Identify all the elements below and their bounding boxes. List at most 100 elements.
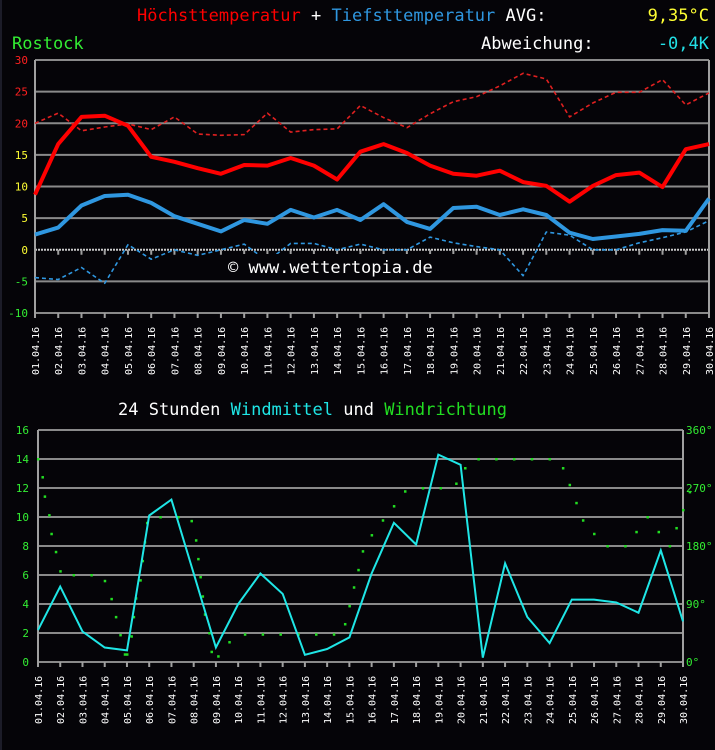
direction-dot [103, 579, 107, 583]
title-high-temperature: Höchsttemperatur [137, 6, 301, 26]
x-tick-label: 22.04.16 [501, 676, 512, 724]
deviation-label: Abweichung: [481, 34, 594, 54]
x-tick-label: 24.04.16 [566, 327, 577, 375]
direction-dot [624, 545, 627, 548]
direction-dot [464, 467, 467, 470]
direction-dot [228, 641, 231, 644]
title-low-temperature: Tiefsttemperatur [331, 6, 496, 26]
direction-dot [606, 545, 609, 548]
x-tick-label: 03.04.16 [78, 676, 89, 724]
x-tick-label: 23.04.16 [542, 327, 553, 375]
direction-dot [548, 458, 552, 461]
x-tick-label: 19.04.16 [434, 676, 445, 724]
direction-dot [199, 575, 202, 579]
series-h-chsttemperatur [33, 113, 710, 204]
y-tick-label: 6 [22, 569, 29, 582]
x-tick-label: 02.04.16 [56, 676, 67, 724]
direction-dot [421, 487, 425, 490]
y-tick-label: 15 [15, 149, 28, 162]
wind-direction-axis-labels: 360° 270° 180° 90° 0° [686, 424, 713, 669]
x-tick-label: 29.04.16 [682, 327, 693, 375]
direction-dot [332, 633, 336, 636]
y-tick-label: 2 [22, 627, 29, 640]
x-tick-label: 22.04.16 [519, 327, 530, 375]
x-tick-label: 09.04.16 [212, 676, 223, 724]
y-tick-label: 0 [22, 656, 29, 669]
location-name: Rostock [12, 34, 84, 54]
direction-dot [125, 653, 129, 656]
direction-dot [512, 458, 516, 461]
x-tick-label: 05.04.16 [123, 676, 134, 724]
direction-dot [37, 458, 40, 461]
avg-value: 9,35°C [647, 6, 709, 26]
direction-dot [43, 495, 47, 498]
direction-dot [141, 559, 145, 563]
direction-tick-label: 180° [686, 540, 713, 553]
x-tick-label: 20.04.16 [473, 327, 484, 375]
x-tick-label: 17.04.16 [403, 327, 414, 375]
direction-dot [495, 458, 498, 461]
direction-dot [217, 655, 220, 658]
wind-title-und: und [343, 400, 374, 420]
wind-speed-line [37, 453, 684, 658]
direction-dot [261, 633, 265, 636]
x-tick-label: 20.04.16 [457, 676, 468, 724]
x-tick-label: 13.04.16 [301, 676, 312, 724]
y-tick-label: -10 [8, 307, 28, 320]
direction-dot [646, 516, 649, 519]
direction-dot [190, 519, 193, 523]
x-tick-label: 01.04.16 [34, 676, 45, 724]
temperature-grid [34, 59, 710, 318]
direction-dot [90, 574, 93, 577]
watermark-background [222, 254, 472, 280]
direction-dot [361, 550, 365, 553]
direction-dot [568, 483, 572, 487]
x-tick-label: 21.04.16 [496, 327, 507, 375]
direction-dot [575, 501, 578, 505]
left-frame-border [0, 0, 2, 750]
x-tick-label: 14.04.16 [333, 327, 344, 375]
x-tick-label: 24.04.16 [546, 676, 557, 724]
x-tick-label: 27.04.16 [635, 327, 646, 375]
y-tick-label: 10 [16, 511, 29, 524]
avg-label: AVG: [505, 6, 547, 26]
temperature-y-axis-labels: 30 25 20 15 10 5 0 -5 -10 [8, 54, 28, 320]
direction-dot [119, 633, 122, 637]
y-tick-label: 8 [22, 540, 29, 553]
x-tick-label: 06.04.16 [147, 327, 158, 375]
direction-dot [315, 633, 318, 636]
direction-dot [403, 490, 407, 493]
x-tick-label: 18.04.16 [412, 676, 423, 724]
wind-chart-title: 24 Stunden Windmittel und Windrichtung [118, 400, 507, 420]
direction-dot [439, 487, 443, 490]
direction-dot [297, 633, 300, 636]
wind-direction-dots [37, 458, 692, 658]
x-tick-label: 30.04.16 [705, 327, 715, 375]
wind-title-windrichtung: Windrichtung [384, 400, 508, 420]
x-tick-label: 21.04.16 [479, 676, 490, 724]
x-tick-label: 04.04.16 [101, 327, 112, 375]
direction-dot [145, 521, 149, 525]
direction-dot [593, 532, 596, 536]
series-tiefsttemperatur [34, 192, 711, 241]
direction-dot [477, 458, 480, 461]
direction-dot [688, 490, 692, 494]
direction-dot [48, 514, 51, 517]
wind-speed-polyline [37, 453, 684, 658]
direction-dot [668, 545, 672, 548]
direction-dot [352, 586, 356, 589]
direction-tick-label: 0° [686, 656, 699, 669]
direction-dot [130, 635, 133, 638]
x-tick-label: 01.04.16 [31, 327, 42, 375]
x-tick-label: 25.04.16 [568, 676, 579, 724]
direction-dot [675, 526, 678, 530]
x-tick-label: 27.04.16 [612, 676, 623, 724]
direction-tick-label: 270° [686, 482, 713, 495]
direction-dot [381, 519, 385, 522]
wind-y-axis-labels: 16 14 12 10 8 6 4 2 0 [16, 424, 30, 669]
wind-grid [37, 429, 684, 667]
direction-dot [123, 653, 127, 656]
direction-dot [357, 568, 360, 572]
x-tick-label: 16.04.16 [380, 327, 391, 375]
direction-dot [50, 532, 53, 536]
